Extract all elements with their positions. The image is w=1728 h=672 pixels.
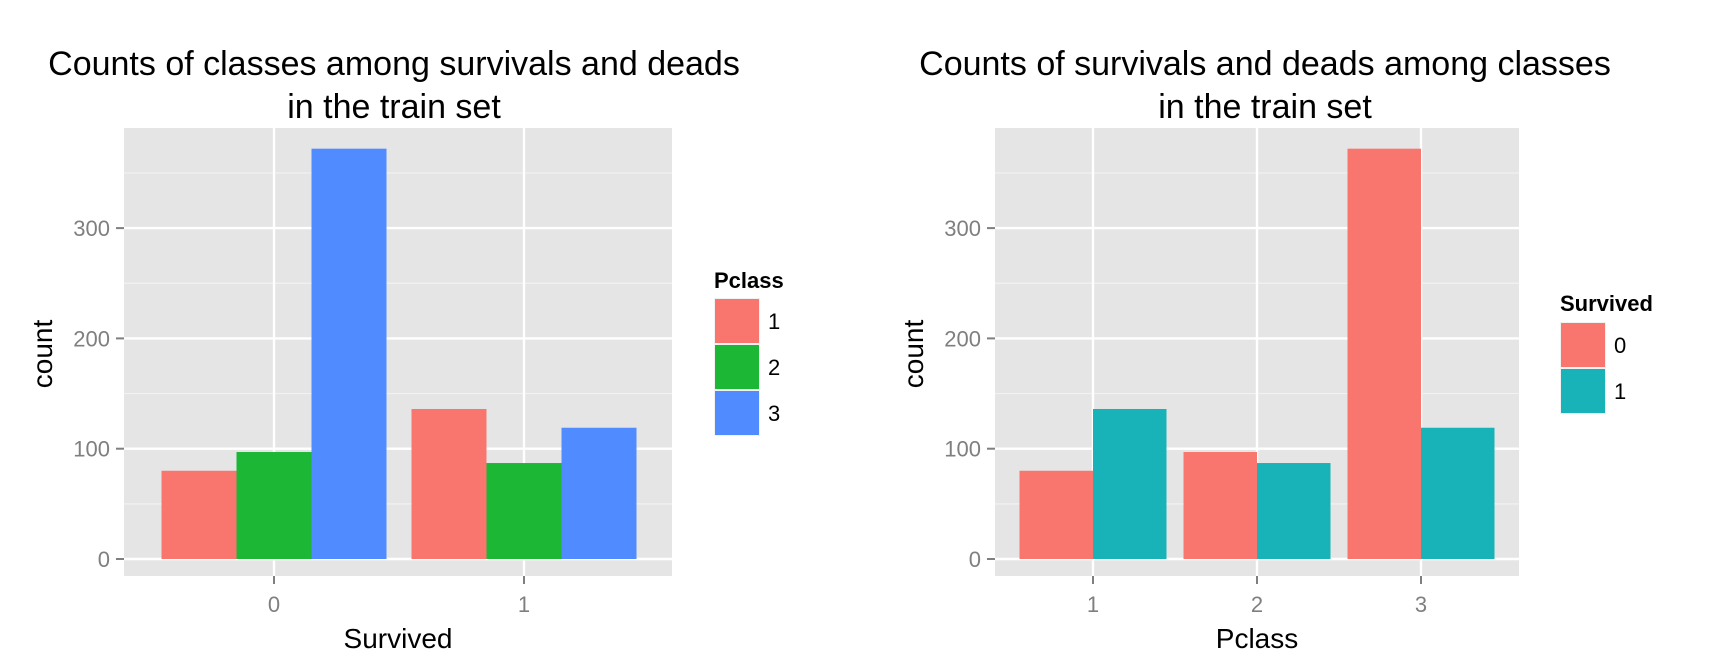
x-tick-label: 1 (518, 592, 530, 617)
y-tick-label: 0 (969, 547, 981, 572)
legend-swatch-2 (715, 345, 759, 389)
y-axis-title: count (27, 320, 58, 389)
legend-label-3: 3 (768, 401, 780, 426)
chart-title-line: Counts of survivals and deads among clas… (919, 45, 1611, 83)
x-axis-title: Survived (344, 623, 453, 654)
chart-title-line: Counts of classes among survivals and de… (48, 45, 740, 83)
y-tick-label: 100 (944, 437, 981, 462)
x-tick-label: 1 (1087, 592, 1099, 617)
bar-0-series-3 (311, 148, 387, 559)
x-tick-label: 3 (1415, 592, 1427, 617)
y-tick-label: 300 (73, 216, 110, 241)
bar-0-series-2 (236, 452, 312, 559)
bar-1-series-2 (486, 463, 562, 559)
bar-2-series-0 (1183, 452, 1257, 559)
legend-label-1: 1 (1614, 379, 1626, 404)
y-tick-label: 0 (98, 547, 110, 572)
y-tick-label: 200 (73, 326, 110, 351)
legend-swatch-0 (1561, 323, 1605, 367)
chart-right: 0 100 200 300 1 2 3 Pclass count Counts of surviv… (898, 45, 1653, 654)
legend-label-2: 2 (768, 355, 780, 380)
bar-1-series-1 (1093, 408, 1167, 559)
y-tick-label: 300 (944, 216, 981, 241)
y-tick-label: 200 (944, 326, 981, 351)
legend-swatch-1 (715, 299, 759, 343)
chart-left: 0 100 200 300 0 1 Survived count Counts of class… (27, 45, 784, 654)
chart-title-line: in the train set (287, 88, 501, 126)
x-tick-label: 0 (268, 592, 280, 617)
bar-3-series-0 (1347, 148, 1421, 559)
legend-title: Survived (1560, 291, 1653, 316)
x-axis-title: Pclass (1216, 623, 1298, 654)
bar-1-series-1 (411, 408, 487, 559)
y-tick-label: 100 (73, 437, 110, 462)
bar-1-series-3 (561, 427, 637, 559)
legend-label-1: 1 (768, 309, 780, 334)
legend-swatch-3 (715, 391, 759, 435)
legend-label-0: 0 (1614, 333, 1626, 358)
x-tick-label: 2 (1251, 592, 1263, 617)
bar-2-series-1 (1257, 463, 1331, 559)
legend-title: Pclass (714, 268, 784, 293)
bar-3-series-1 (1421, 427, 1495, 559)
bar-1-series-0 (1019, 470, 1093, 559)
legend-swatch-1 (1561, 369, 1605, 413)
y-axis-title: count (898, 320, 929, 389)
chart-title-line: in the train set (1158, 88, 1372, 126)
bar-0-series-1 (161, 470, 237, 559)
